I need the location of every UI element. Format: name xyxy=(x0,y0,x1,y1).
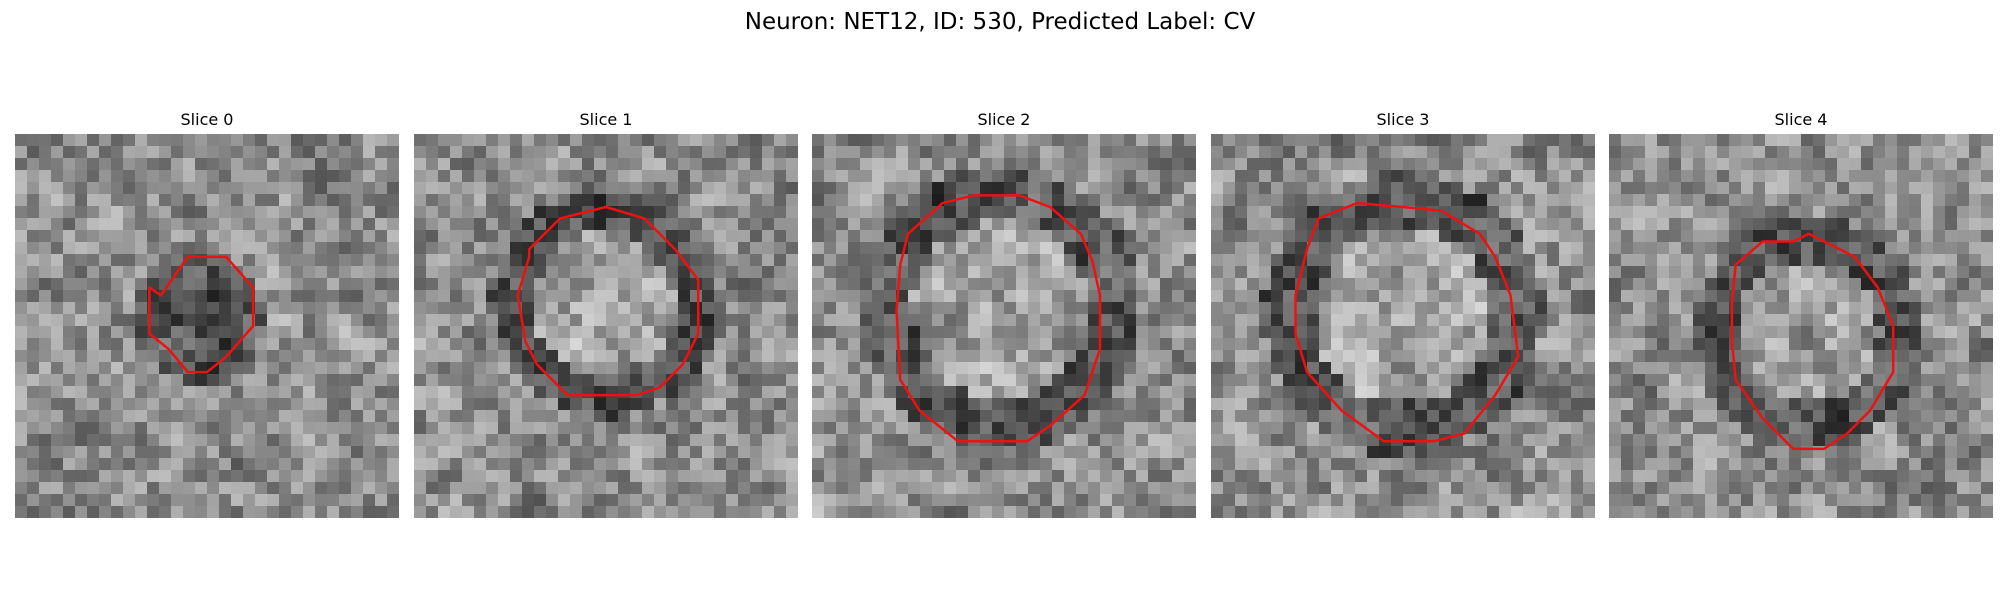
slice-title: Slice 4 xyxy=(1774,110,1828,129)
segmentation-contour xyxy=(1294,201,1520,443)
slice-image xyxy=(1211,134,1595,518)
slice-panel-4: Slice 4 xyxy=(1609,110,1993,518)
slice-image-svg xyxy=(1609,134,1993,518)
slice-image xyxy=(414,134,798,518)
slice-panel-2: Slice 2 xyxy=(812,110,1196,518)
slice-title: Slice 0 xyxy=(180,110,234,129)
slice-panel-3: Slice 3 xyxy=(1211,110,1595,518)
slice-image-svg xyxy=(1211,134,1595,518)
slice-image xyxy=(812,134,1196,518)
slice-image xyxy=(15,134,399,518)
figure-title: Neuron: NET12, ID: 530, Predicted Label:… xyxy=(744,9,1256,35)
slice-image xyxy=(1609,134,1993,518)
segmentation-contour xyxy=(1730,232,1895,451)
slice-panel-1: Slice 1 xyxy=(414,110,798,518)
segmentation-contour xyxy=(516,205,700,397)
slice-image-svg xyxy=(812,134,1196,518)
slice-panel-0: Slice 0 xyxy=(15,110,399,518)
segmentation-contour xyxy=(148,255,255,374)
slice-title: Slice 2 xyxy=(977,110,1031,129)
slice-image-svg xyxy=(15,134,399,518)
slice-title: Slice 3 xyxy=(1376,110,1430,129)
slice-image-svg xyxy=(414,134,798,518)
slice-title: Slice 1 xyxy=(579,110,633,129)
segmentation-contour xyxy=(895,194,1102,443)
